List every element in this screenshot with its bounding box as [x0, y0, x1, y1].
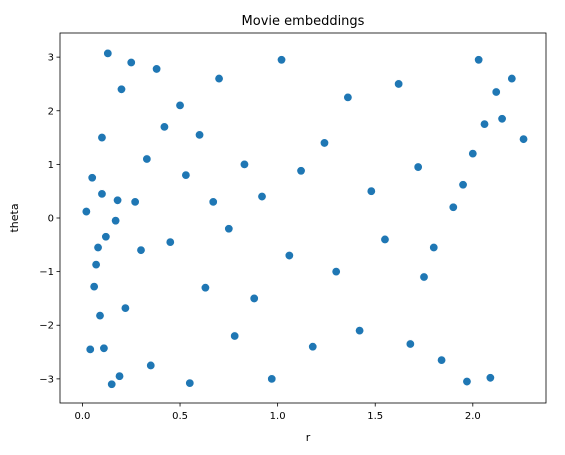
data-point — [308, 342, 318, 352]
data-point — [257, 192, 267, 202]
data-point — [95, 311, 105, 321]
x-axis-label: r — [306, 431, 311, 444]
data-point — [200, 283, 210, 293]
data-point — [474, 55, 484, 65]
data-point — [159, 122, 169, 132]
data-point — [413, 162, 423, 172]
data-point — [405, 339, 415, 349]
data-point — [120, 303, 130, 313]
data-point — [458, 180, 468, 190]
data-point — [507, 74, 517, 84]
data-point — [448, 202, 458, 212]
data-point — [181, 170, 191, 180]
data-point — [152, 64, 162, 74]
data-point — [230, 331, 240, 341]
data-point — [185, 378, 195, 388]
data-point — [224, 224, 234, 234]
data-point — [195, 130, 205, 140]
y-tick-label: −3 — [39, 374, 54, 385]
data-point — [296, 166, 306, 176]
data-point — [115, 371, 125, 381]
chart-title: Movie embeddings — [242, 14, 365, 29]
x-tick-label: 1.0 — [270, 411, 286, 422]
data-point — [165, 237, 175, 247]
y-tick-label: −1 — [39, 267, 54, 278]
data-point — [136, 245, 146, 255]
data-point — [116, 84, 126, 94]
y-axis: −3 −2 −1 0 1 2 3 — [39, 53, 60, 385]
data-point — [214, 74, 224, 84]
data-point — [319, 138, 329, 148]
x-axis: 0.0 0.5 1.0 1.5 2.0 — [74, 403, 481, 422]
data-point — [343, 92, 353, 102]
data-point — [142, 154, 152, 164]
data-point — [419, 272, 429, 282]
data-point — [97, 133, 107, 143]
data-point — [97, 189, 107, 199]
data-point — [208, 197, 218, 207]
data-point — [81, 207, 91, 217]
data-point — [394, 79, 404, 89]
data-point — [429, 242, 439, 252]
data-point — [497, 114, 507, 124]
x-tick-label: 0.0 — [74, 411, 90, 422]
data-point — [355, 326, 365, 336]
data-point — [519, 134, 529, 144]
data-point — [491, 87, 501, 97]
x-tick-label: 0.5 — [172, 411, 188, 422]
y-tick-label: 1 — [48, 160, 54, 171]
y-tick-label: −2 — [39, 321, 54, 332]
data-point — [93, 242, 103, 252]
y-tick-label: 2 — [48, 106, 54, 117]
data-point — [89, 282, 99, 292]
points-layer — [81, 48, 529, 389]
data-point — [113, 195, 123, 205]
data-point — [91, 260, 101, 270]
data-point — [87, 173, 97, 183]
data-point — [239, 159, 249, 169]
data-point — [462, 377, 472, 387]
data-point — [267, 374, 277, 384]
x-tick-label: 1.5 — [367, 411, 383, 422]
data-point — [380, 234, 390, 244]
data-point — [107, 379, 117, 389]
data-point — [126, 57, 136, 67]
data-point — [249, 293, 259, 303]
x-tick-label: 2.0 — [465, 411, 481, 422]
data-point — [284, 251, 294, 261]
data-point — [485, 373, 495, 383]
data-point — [130, 197, 140, 207]
data-point — [331, 267, 341, 277]
data-point — [277, 55, 287, 65]
data-point — [103, 48, 113, 58]
y-tick-label: 0 — [48, 214, 54, 225]
data-point — [99, 343, 109, 353]
y-tick-label: 3 — [48, 53, 54, 64]
data-point — [175, 100, 185, 110]
data-point — [437, 355, 447, 365]
y-axis-label: theta — [8, 203, 21, 232]
data-point — [146, 360, 156, 370]
data-point — [366, 186, 376, 196]
data-point — [111, 216, 121, 226]
data-point — [468, 149, 478, 159]
data-point — [85, 344, 95, 354]
data-point — [480, 119, 490, 129]
data-point — [101, 232, 111, 242]
